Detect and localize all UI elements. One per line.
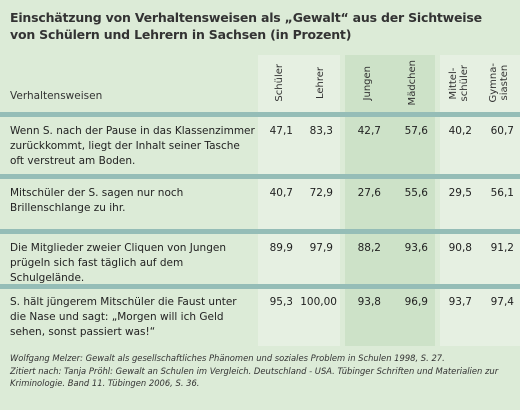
cell-value: 72,9: [309, 187, 333, 199]
cell-value: 47,1: [269, 125, 293, 137]
row-header-label: Verhaltensweisen: [10, 90, 103, 102]
source-line: Wolfgang Melzer: Gewalt als gesellschaft…: [10, 353, 445, 363]
table-row: S. hält jüngerem Mitschüler die Faust un…: [0, 289, 520, 346]
row-label: Die Mitglieder zweier Cliquen von Jungen…: [10, 242, 226, 284]
column-header-lehrer: Lehrer: [300, 55, 340, 111]
cell-value: 29,5: [448, 187, 472, 199]
table-row: Mitschüler der S. sagen nur noch Brillen…: [0, 179, 520, 229]
column-band-school-type: [440, 55, 520, 346]
cell-value: 93,7: [448, 296, 472, 308]
cell-value: 100,00: [300, 296, 337, 308]
column-header-maedchen: Mädchen: [390, 55, 435, 111]
header-separator: [0, 112, 520, 117]
cell-value: 27,6: [357, 187, 381, 199]
column-header-label: Jungen: [362, 65, 373, 101]
column-header-label: Mädchen: [407, 60, 418, 106]
cell-value: 95,3: [269, 296, 293, 308]
column-header-jungen: Jungen: [345, 55, 390, 111]
column-header-label: Gymna- siasten: [488, 63, 510, 103]
column-header-label: Mittel- schüler: [448, 64, 470, 102]
table-row: Wenn S. nach der Pause in das Klassenzim…: [0, 117, 520, 173]
source-footnote: Wolfgang Melzer: Gewalt als gesellschaft…: [10, 352, 510, 390]
cell-value: 91,2: [490, 242, 514, 254]
cell-value: 97,9: [309, 242, 333, 254]
cell-value: 56,1: [490, 187, 514, 199]
row-label: Wenn S. nach der Pause in das Klassenzim…: [10, 125, 255, 167]
row-separator: [0, 284, 520, 289]
cell-value: 60,7: [490, 125, 514, 137]
table-title: Einschätzung von Verhaltensweisen als „G…: [10, 10, 482, 42]
column-header-label: Schüler: [273, 64, 285, 102]
cell-value: 55,6: [404, 187, 428, 199]
table-row: Die Mitglieder zweier Cliquen von Jungen…: [0, 234, 520, 284]
row-label: Mitschüler der S. sagen nur noch Brillen…: [10, 187, 184, 214]
cell-value: 97,4: [490, 296, 514, 308]
row-separator: [0, 174, 520, 179]
cell-value: 93,6: [404, 242, 428, 254]
column-header-gymnasiasten: Gymna- siasten: [478, 55, 520, 111]
cell-value: 96,9: [404, 296, 428, 308]
cell-value: 89,9: [269, 242, 293, 254]
row-separator: [0, 229, 520, 234]
cell-value: 88,2: [357, 242, 381, 254]
cell-value: 90,8: [448, 242, 472, 254]
row-label: S. hält jüngerem Mitschüler die Faust un…: [10, 296, 237, 338]
column-header-label: Lehrer: [314, 66, 326, 100]
cell-value: 42,7: [357, 125, 381, 137]
column-band-students-teachers: [258, 55, 340, 346]
cell-value: 83,3: [309, 125, 333, 137]
cell-value: 57,6: [404, 125, 428, 137]
cell-value: 93,8: [357, 296, 381, 308]
cell-value: 40,7: [269, 187, 293, 199]
column-header-mittelschueler: Mittel- schüler: [440, 55, 478, 111]
column-band-gender: [345, 55, 435, 346]
column-header-schueler: Schüler: [258, 55, 300, 111]
cell-value: 40,2: [448, 125, 472, 137]
data-table: Verhaltensweisen Schüler Lehrer Jungen M…: [0, 55, 520, 346]
source-line: Zitiert nach: Tanja Pröhl: Gewalt an Sch…: [10, 365, 499, 389]
